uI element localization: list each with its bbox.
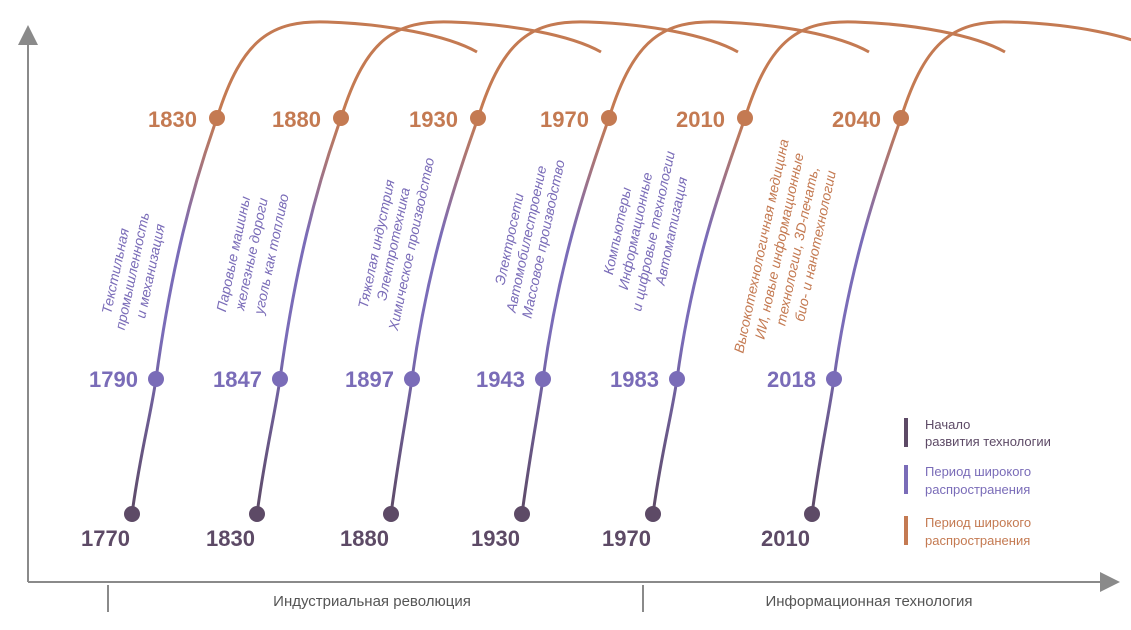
wave-3-top-arc <box>476 20 739 119</box>
wave-4-peak-marker <box>601 110 617 126</box>
wave-6-peak-year: 2040 <box>832 107 881 132</box>
wave-2-peak-marker <box>333 110 349 126</box>
wave-5-mid-marker <box>669 371 685 387</box>
wave-3-start-marker <box>383 506 399 522</box>
wave-6-top-arc <box>899 20 1131 119</box>
wave-2-mid-year: 1847 <box>213 367 262 392</box>
wave-5-top-arc <box>743 20 1006 119</box>
wave-1-peak-marker <box>209 110 225 126</box>
wave-5-start-year: 1970 <box>602 526 651 551</box>
wave-3-mid-marker <box>404 371 420 387</box>
wave-1-start-year: 1770 <box>81 526 130 551</box>
wave-2-peak-year: 1880 <box>272 107 321 132</box>
wave-4-mid-marker <box>535 371 551 387</box>
wave-5-peak-year: 2010 <box>676 107 725 132</box>
legend-label-peak-line2: распространения <box>925 533 1030 548</box>
legend: Начало развития технологии Период широко… <box>904 417 1051 548</box>
legend-label-mid-line1: Период широкого <box>925 464 1031 479</box>
legend-label-mid-line2: распространения <box>925 482 1030 497</box>
wave-4-rise-curve <box>520 117 611 515</box>
wave-4-start-marker <box>514 506 530 522</box>
wave-2-mid-marker <box>272 371 288 387</box>
wave-1-rise-curve <box>130 117 219 515</box>
wave-4-top-arc <box>607 20 870 119</box>
wave-1-start-marker <box>124 506 140 522</box>
wave-6-start-marker <box>804 506 820 522</box>
wave-5-start-marker <box>645 506 661 522</box>
wave-4-start-year: 1930 <box>471 526 520 551</box>
wave-3-mid-year: 1897 <box>345 367 394 392</box>
wave-3-start-year: 1880 <box>340 526 389 551</box>
wave-3-peak-year: 1930 <box>409 107 458 132</box>
wave-4-peak-year: 1970 <box>540 107 589 132</box>
wave-5-peak-marker <box>737 110 753 126</box>
legend-label-start-line1: Начало <box>925 417 970 432</box>
wave-4-mid-year: 1943 <box>476 367 525 392</box>
legend-label-peak-line1: Период широкого <box>925 515 1031 530</box>
wave-6-start-year: 2010 <box>761 526 810 551</box>
wave-2-start-year: 1830 <box>206 526 255 551</box>
wave-1-mid-marker <box>148 371 164 387</box>
wave-3-rise-curve <box>389 117 480 515</box>
wave-2-top-arc <box>339 20 602 119</box>
era-label-industrial: Индустриальная революция <box>273 593 471 610</box>
era-label-information: Информационная технология <box>765 593 972 610</box>
wave-5-mid-year: 1983 <box>610 367 659 392</box>
wave-5-rise-curve <box>651 117 747 515</box>
wave-2-rise-curve <box>255 117 343 515</box>
wave-1-top-arc <box>215 20 478 119</box>
wave-3-peak-marker <box>470 110 486 126</box>
wave-1-mid-year: 1790 <box>89 367 138 392</box>
wave-2-start-marker <box>249 506 265 522</box>
wave-6-mid-marker <box>826 371 842 387</box>
legend-label-start-line2: развития технологии <box>925 434 1051 449</box>
wave-6-rise-curve <box>810 117 903 515</box>
wave-1-peak-year: 1830 <box>148 107 197 132</box>
wave-6-peak-marker <box>893 110 909 126</box>
wave-6-mid-year: 2018 <box>767 367 816 392</box>
